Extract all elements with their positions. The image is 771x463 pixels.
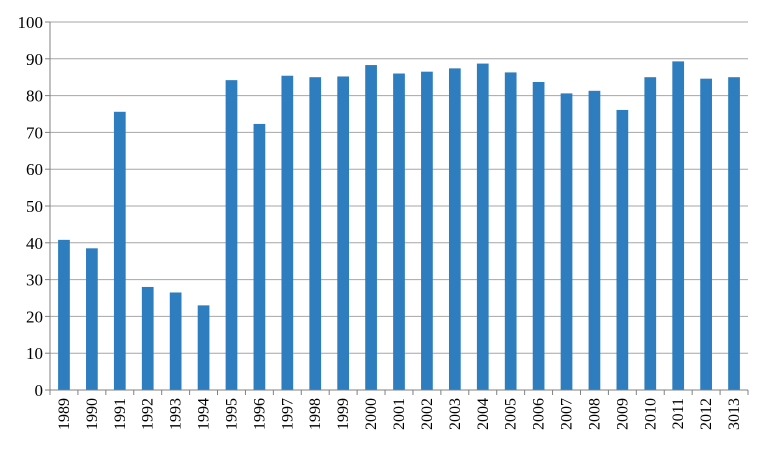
bar-1990 [86, 248, 98, 390]
bar-2002 [421, 71, 433, 391]
bar-1998 [309, 77, 322, 390]
bar-1993 [169, 292, 182, 390]
y-tick-label: 60 [26, 160, 43, 179]
y-tick-label: 100 [18, 13, 44, 32]
bar-1989 [58, 239, 70, 390]
y-tick-label: 30 [26, 271, 43, 290]
y-tick-labels: 0 10 20 30 40 50 60 70 80 90 100 [18, 13, 44, 400]
bar-2001 [393, 73, 405, 391]
bar-1999 [337, 76, 350, 391]
bar-2006 [532, 81, 545, 390]
bar-2004 [476, 63, 489, 391]
x-tick-label: 1992 [140, 398, 157, 430]
bar-2010 [644, 77, 657, 390]
y-tick-label: 40 [26, 234, 43, 253]
x-tick-label: 2001 [391, 398, 408, 430]
bar-1995 [225, 80, 238, 391]
bar-2007 [560, 93, 573, 390]
bar-2000 [365, 65, 377, 390]
x-tick-label: 2010 [642, 398, 659, 430]
bar-2008 [588, 90, 601, 390]
x-tick-label: 1989 [56, 398, 73, 430]
y-tick-label: 0 [35, 381, 44, 400]
x-tick-label: 1990 [84, 398, 101, 430]
bar-2011 [672, 61, 685, 390]
bar-1994 [197, 305, 210, 390]
x-tick-label: 2009 [614, 398, 631, 430]
x-tick-label: 1991 [112, 398, 129, 430]
x-tick-label: 2012 [698, 398, 715, 430]
bar-1996 [253, 123, 266, 390]
bar-1992 [141, 286, 154, 390]
x-tick-label: 1993 [168, 398, 185, 430]
bar-2009 [616, 109, 629, 391]
bar-1997 [281, 75, 294, 390]
x-tick-label: 2005 [503, 398, 520, 430]
bar-2012 [700, 78, 712, 390]
x-tick-label: 2004 [475, 398, 492, 430]
x-tick-label: 1995 [223, 398, 240, 430]
y-tick-label: 80 [26, 87, 43, 106]
axes [49, 22, 748, 391]
bar-1991 [113, 111, 126, 391]
bar-3013 [728, 77, 740, 390]
x-tick-label: 1996 [251, 398, 268, 430]
bar-2005 [504, 72, 517, 390]
x-tick-label: 3013 [726, 398, 743, 430]
y-tick-label: 50 [26, 197, 43, 216]
y-tick-label: 90 [26, 50, 43, 69]
bar-2003 [448, 68, 461, 391]
x-tick-label: 2003 [447, 398, 464, 430]
x-tick-label: 2008 [586, 398, 603, 430]
x-tick-label: 2006 [531, 398, 548, 430]
x-tick-label: 2007 [559, 398, 576, 430]
x-tick-label: 2002 [419, 398, 436, 430]
y-tick-label: 10 [26, 344, 43, 363]
x-tick-label: 1999 [335, 398, 352, 430]
y-tick-label: 70 [26, 123, 43, 142]
x-tick-label: 1998 [307, 398, 324, 430]
x-tick-label: 1997 [279, 398, 296, 430]
x-tick-label: 2000 [363, 398, 380, 430]
y-tick-label: 20 [26, 307, 43, 326]
bars [58, 61, 740, 391]
x-tick-label: 1994 [196, 398, 213, 430]
x-tick-labels: 1989 1990 1991 1992 1993 1994 1995 1996 1997 1998… [56, 398, 743, 430]
x-tick-label: 2011 [670, 398, 687, 429]
